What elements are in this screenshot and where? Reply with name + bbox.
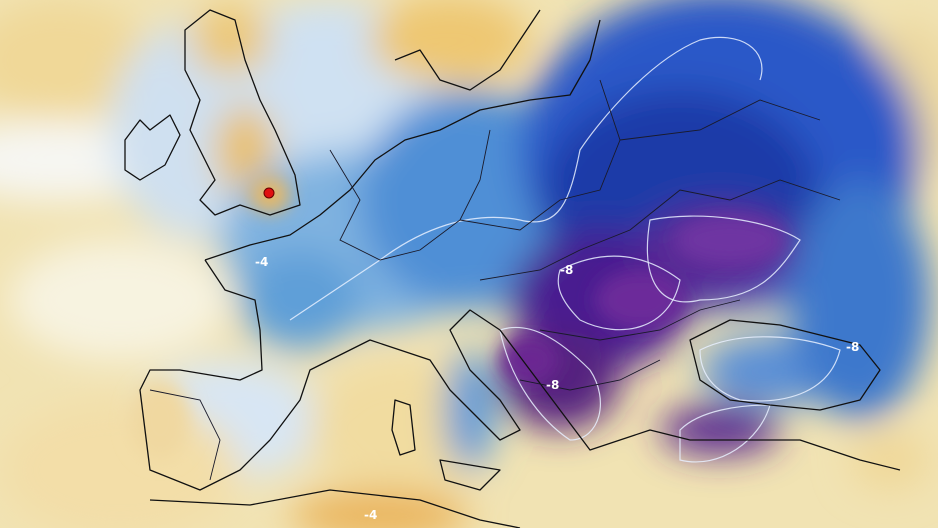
contour-label: -8 xyxy=(546,378,559,392)
contour-label: -8 xyxy=(846,340,859,354)
borders xyxy=(149,79,841,481)
contours xyxy=(289,36,841,463)
contour-label: -4 xyxy=(364,508,377,522)
contour-label: -8 xyxy=(560,263,573,277)
contour-labels: -4 -8 -8 -8 -4 xyxy=(255,255,859,522)
contour-label: -4 xyxy=(255,255,268,269)
location-marker xyxy=(263,187,275,199)
coastlines xyxy=(124,9,901,528)
detail-field xyxy=(130,177,785,460)
